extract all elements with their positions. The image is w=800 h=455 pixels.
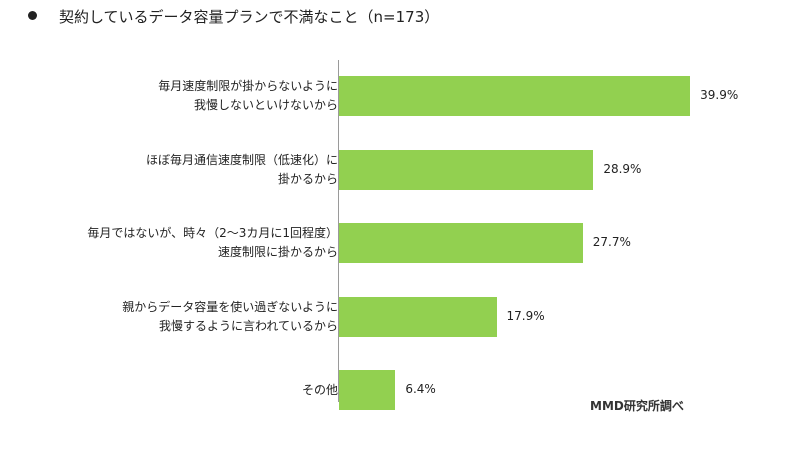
category-label-line: 速度制限に掛かるから — [217, 245, 338, 259]
bar-0 — [339, 76, 691, 116]
category-label-line: その他 — [301, 382, 338, 397]
category-label-2: 毎月ではないが、時々（2～3カ月に1回程度） 速度制限に掛かるから — [87, 224, 338, 262]
chart-title: 契約しているデータ容量プランで不満なこと（n=173） — [28, 6, 439, 27]
value-label-1: 28.9% — [603, 161, 642, 176]
bar-1 — [339, 149, 594, 190]
value-label-4: 6.4% — [405, 382, 436, 396]
category-label-line: 毎月ではないが、時々（2～3カ月に1回程度） — [87, 226, 338, 240]
category-label-line: 掛かるから — [277, 171, 338, 186]
category-label-line: ほぼ毎月通信速度制限（低速化）に — [145, 152, 338, 167]
category-label-1: ほぼ毎月通信速度制限（低速化）に掛かるから — [146, 151, 338, 189]
bar-4 — [339, 370, 396, 410]
bar-3 — [339, 296, 497, 337]
bullet-icon — [28, 11, 37, 20]
source-label: MMD研究所調べ — [590, 399, 684, 413]
y-axis-line — [338, 60, 339, 402]
category-label-line: 毎月速度制限が掛からないように — [158, 79, 338, 93]
value-label-2: 27.7% — [592, 235, 631, 249]
category-label-line: 親からデータ容量を使い過ぎないように — [122, 299, 338, 314]
category-label-4: その他 — [302, 381, 338, 400]
bar-2 — [339, 223, 583, 263]
category-label-0: 毎月速度制限が掛からないように我慢しないといけないから — [158, 77, 338, 115]
category-label-line: 我慢しないといけないから — [193, 98, 338, 112]
value-label-3: 17.9% — [506, 308, 545, 323]
category-label-line: 我慢するように言われているから — [158, 318, 338, 333]
chart-title-text: 契約しているデータ容量プランで不満なこと（n=173） — [59, 8, 440, 26]
value-label-0: 39.9% — [700, 88, 739, 102]
category-label-3: 親からデータ容量を使い過ぎないように我慢するように言われているから — [122, 298, 338, 336]
